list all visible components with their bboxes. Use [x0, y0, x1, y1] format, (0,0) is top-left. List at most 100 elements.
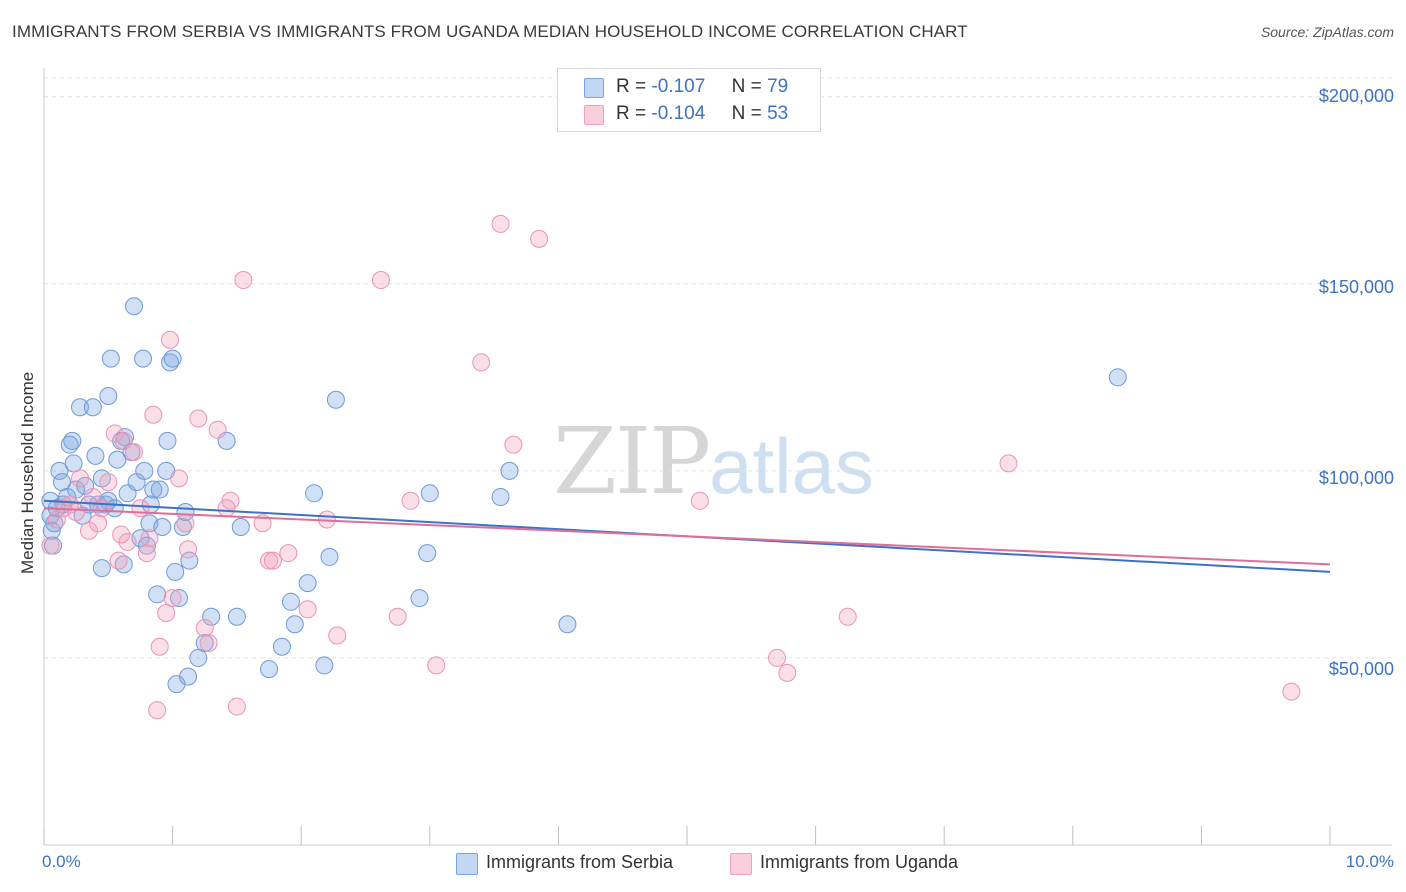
watermark-atlas: atlas	[709, 422, 874, 510]
serbia-point-50	[166, 562, 185, 581]
y-tick-150000: $150,000	[1318, 277, 1394, 297]
y-tick-100000: $100,000	[1318, 468, 1394, 488]
uganda-point-23	[157, 604, 176, 623]
serbia-point-26	[101, 349, 120, 368]
serbia-point-71	[326, 390, 345, 409]
serbia-point-61	[227, 607, 246, 626]
uganda-point-47	[427, 656, 446, 675]
serbia-point-63	[260, 660, 279, 679]
uganda-point-39	[263, 551, 282, 570]
uganda-point-50	[504, 435, 523, 454]
uganda-point-11	[105, 424, 124, 443]
stats-legend: R = -0.107 N = 79 R = -0.104 N = 53	[557, 68, 821, 132]
uganda-point-19	[140, 529, 159, 548]
uganda-point-48	[472, 353, 491, 372]
serbia-swatch	[584, 78, 604, 98]
uganda-point-40	[279, 544, 298, 563]
uganda-point-24	[161, 330, 180, 349]
uganda-point-34	[221, 491, 240, 510]
serbia-point-13	[67, 480, 86, 499]
serbia-point-37	[134, 349, 153, 368]
uganda-point-53	[768, 648, 787, 667]
uganda-point-25	[163, 589, 182, 608]
serbia-point-72	[418, 544, 437, 563]
bottom-uganda-swatch	[730, 853, 752, 875]
uganda-point-26	[170, 469, 189, 488]
uganda-swatch	[584, 105, 604, 125]
serbia-point-42	[144, 480, 163, 499]
uganda-point-38	[260, 551, 279, 570]
uganda-r-value: -0.104	[651, 103, 706, 124]
serbia-point-14	[71, 398, 90, 417]
uganda-point-35	[227, 697, 246, 716]
uganda-point-41	[298, 600, 317, 619]
serbia-point-12	[64, 454, 83, 473]
uganda-point-14	[114, 431, 133, 450]
x-tick-min: 0.0%	[42, 852, 81, 871]
uganda-n-label: N =	[731, 103, 762, 124]
bottom-serbia-swatch	[456, 853, 478, 875]
uganda-point-57	[1282, 682, 1301, 701]
serbia-point-73	[420, 484, 439, 503]
serbia-r-value: -0.107	[651, 76, 706, 97]
watermark-zip: ZIP	[553, 408, 711, 515]
serbia-point-55	[179, 667, 198, 686]
serbia-point-57	[189, 648, 208, 667]
uganda-trend-line	[43, 507, 1331, 566]
serbia-point-69	[315, 656, 334, 675]
uganda-point-15	[118, 532, 137, 551]
uganda-point-45	[388, 607, 407, 626]
serbia-point-22	[92, 559, 111, 578]
serbia-point-66	[285, 615, 304, 634]
uganda-point-17	[131, 499, 150, 518]
uganda-r-label: R =	[616, 103, 647, 124]
serbia-point-43	[148, 585, 167, 604]
uganda-point-31	[199, 633, 218, 652]
uganda-point-51	[530, 229, 549, 248]
uganda-point-52	[690, 491, 709, 510]
uganda-point-32	[208, 420, 227, 439]
uganda-point-43	[328, 626, 347, 645]
serbia-point-62	[231, 517, 250, 536]
serbia-point-67	[298, 574, 317, 593]
serbia-point-38	[135, 461, 154, 480]
uganda-point-0	[41, 536, 60, 555]
watermark: ZIPatlas	[553, 408, 874, 515]
uganda-point-36	[234, 271, 253, 290]
serbia-point-19	[86, 446, 105, 465]
chart-title: IMMIGRANTS FROM SERBIA VS IMMIGRANTS FRO…	[12, 22, 968, 41]
serbia-point-45	[153, 517, 172, 536]
uganda-point-28	[179, 540, 198, 559]
uganda-point-30	[195, 618, 214, 637]
serbia-point-70	[320, 547, 339, 566]
uganda-point-18	[137, 544, 156, 563]
x-tick-max: 10.0%	[1345, 852, 1394, 871]
serbia-point-18	[83, 398, 102, 417]
uganda-point-46	[401, 491, 420, 510]
serbia-n-label: N =	[731, 76, 762, 97]
uganda-point-21	[148, 701, 167, 720]
serbia-point-25	[99, 387, 118, 406]
serbia-point-2	[42, 521, 61, 540]
serbia-point-68	[305, 484, 324, 503]
uganda-point-10	[99, 473, 118, 492]
y-tick-200000: $200,000	[1318, 86, 1394, 106]
serbia-point-6	[50, 461, 69, 480]
uganda-point-6	[80, 521, 99, 540]
serbia-r-label: R =	[616, 76, 647, 97]
serbia-n-value: 79	[767, 76, 789, 97]
serbia-point-78	[1108, 368, 1127, 387]
uganda-point-44	[371, 271, 390, 290]
serbia-point-44	[150, 480, 169, 499]
uganda-point-29	[189, 409, 208, 428]
serbia-point-74	[410, 589, 429, 608]
uganda-point-27	[176, 514, 195, 533]
uganda-point-49	[491, 214, 510, 233]
uganda-point-12	[109, 551, 128, 570]
uganda-point-54	[778, 663, 797, 682]
uganda-point-13	[112, 525, 131, 544]
serbia-point-47	[158, 431, 177, 450]
uganda-point-1	[47, 510, 66, 529]
bottom-serbia-label: Immigrants from Serbia	[486, 852, 674, 872]
